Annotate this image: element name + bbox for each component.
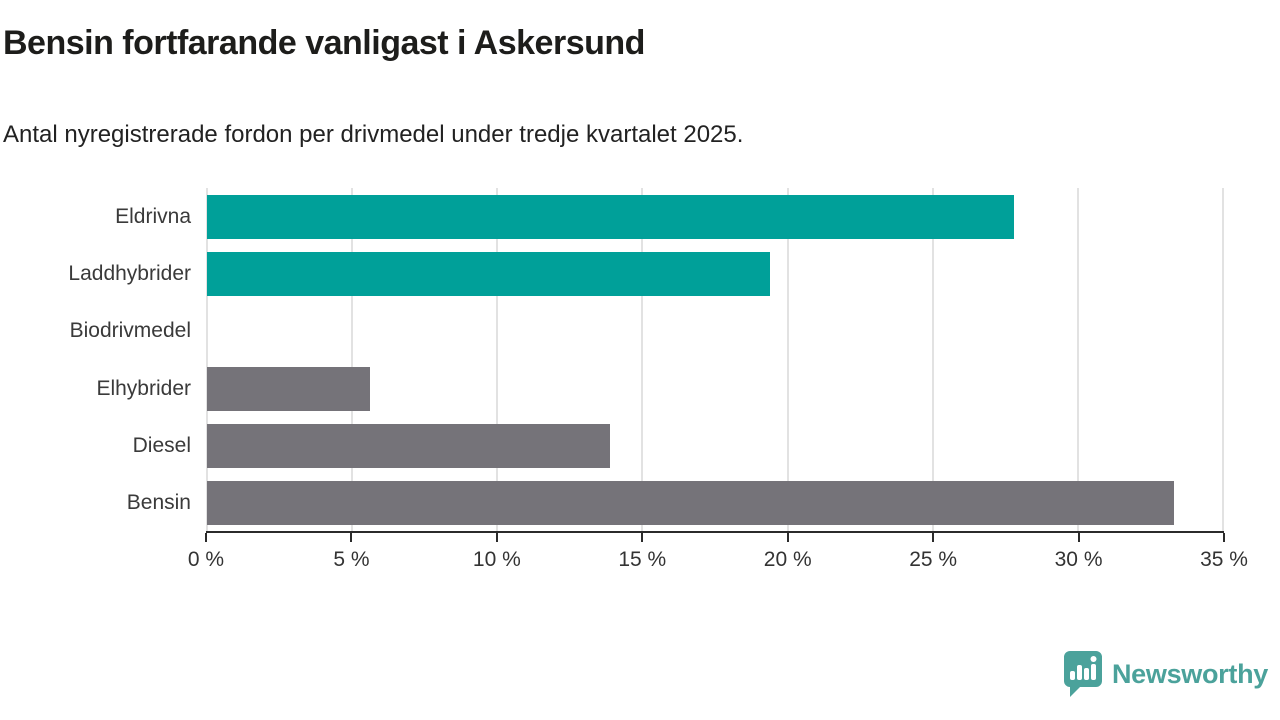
bar-elhybrider [207,366,370,411]
x-tick-15 [641,533,644,542]
brand-name: Newsworthy [1111,658,1268,689]
x-tick-10 [495,533,498,542]
x-tick-5 [350,533,353,542]
category-label-laddhybrider: Laddhybrider [68,261,191,285]
x-tick-label-15: 15 % [618,548,667,571]
chart-subtitle: Antal nyregistrerade fordon per drivmede… [3,121,744,148]
x-tick-20 [786,533,789,542]
bar-diesel [207,423,611,468]
bar-row-eldrivna [207,188,1223,245]
x-tick-35 [1223,533,1225,542]
gridline-35 [1222,188,1224,532]
category-label-biodrivmedel: Biodrivmedel [69,319,191,343]
x-tick-label-30: 30 % [1054,548,1103,571]
newsworthy-logo-icon [1061,650,1103,698]
gridline-25 [931,188,934,532]
bar-eldrivna [207,194,1014,239]
bar-row-elhybrider [207,360,1223,417]
bar-row-laddhybrider [207,245,1223,302]
category-label-eldrivna: Eldrivna [115,204,191,228]
gridline-0 [206,188,208,532]
bar-bensin [207,481,1174,526]
category-axis: Eldrivna Laddhybrider Biodrivmedel Elhybrid… [0,188,191,532]
x-tick-label-0: 0 % [187,548,225,571]
x-tick-label-10: 10 % [472,548,521,571]
x-axis: 0 % 5 % 10 % 15 % 20 % 25 % 30 % 35 % [188,531,1248,571]
bar-row-biodrivmedel [207,303,1223,360]
gridline-30 [1076,188,1079,532]
x-tick-label-25: 25 % [909,548,958,571]
gridline-5 [351,188,354,532]
brand-footer: Newsworthy [1061,650,1268,698]
x-tick-25 [932,533,935,542]
gridline-20 [786,188,789,532]
category-label-elhybrider: Elhybrider [96,376,191,400]
x-tick-30 [1077,533,1080,542]
x-tick-0 [205,533,207,542]
plot-area [206,188,1224,532]
x-tick-label-35: 35 % [1200,548,1248,571]
gridline-15 [641,188,644,532]
category-label-bensin: Bensin [126,491,191,515]
category-label-diesel: Diesel [132,433,191,457]
bar-chart: Eldrivna Laddhybrider Biodrivmedel Elhybrid… [0,188,1248,588]
bar-row-bensin [207,475,1223,532]
bar-rows [207,188,1223,532]
x-tick-label-20: 20 % [763,548,812,571]
bar-row-diesel [207,417,1223,474]
bar-laddhybrider [207,251,771,296]
chart-title: Bensin fortfarande vanligast i Askersund [3,24,645,62]
x-tick-label-5: 5 % [333,548,370,571]
gridline-10 [496,188,499,532]
